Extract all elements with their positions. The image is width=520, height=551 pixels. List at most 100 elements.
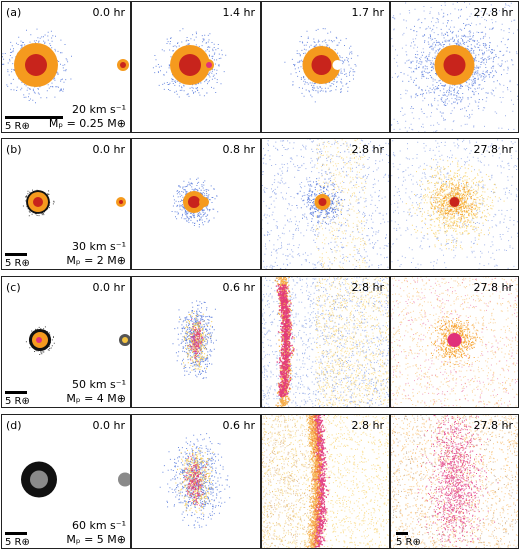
snapshot-cell: [131, 138, 261, 270]
core-disc: [311, 55, 332, 75]
time-label: 27.8 hr: [474, 143, 514, 156]
cell-frame: [390, 414, 519, 549]
snapshot-cell: [131, 414, 261, 549]
snapshot-cell: [261, 276, 390, 408]
time-label: 27.8 hr: [474, 419, 514, 432]
panel-label: (d): [6, 419, 22, 432]
core-disc: [33, 197, 43, 207]
annotation-layer: 0.0 hr 1.4 hr 1.7 hr 27.8 hr(a)20 km s⁻¹Mₚ …: [5, 6, 513, 548]
impactor-mass: Mₚ = 4 M⊕: [66, 392, 126, 405]
cell-frame: [261, 276, 390, 408]
core-disc: [120, 62, 126, 68]
particle-cloud: [188, 318, 204, 363]
time-label: 27.8 hr: [474, 281, 514, 294]
time-label: 1.7 hr: [352, 6, 385, 19]
debris-sheet: [275, 284, 295, 398]
time-label: 2.8 hr: [352, 143, 385, 156]
cell-frame: [390, 1, 519, 133]
particle-cloud: [397, 8, 514, 121]
scale-bar-label: 5 R⊕: [5, 396, 30, 407]
scale-bar-label: 5 R⊕: [396, 537, 421, 548]
debris-sheet: [305, 414, 324, 549]
scale-bar: [5, 391, 27, 394]
cell-frame: [261, 414, 390, 549]
particle-field: [390, 414, 519, 549]
time-label: 27.8 hr: [474, 6, 514, 19]
cell-frame: [390, 276, 519, 408]
particle-field: [315, 276, 390, 408]
impact-speed: 20 km s⁻¹: [72, 103, 126, 116]
time-label: 0.8 hr: [223, 143, 256, 156]
panel-label: (a): [6, 6, 21, 19]
snapshot-cell: [390, 276, 519, 408]
impactor: [118, 472, 131, 487]
time-label: 0.0 hr: [93, 6, 126, 19]
impactor: [199, 197, 209, 207]
impactor-core: [122, 337, 128, 343]
core-disc: [119, 200, 123, 204]
time-label: 0.0 hr: [93, 419, 126, 432]
snapshot-cell: [390, 414, 519, 549]
cell-frame: [261, 1, 390, 133]
time-label: 0.6 hr: [223, 281, 256, 294]
scale-bar: [5, 532, 27, 535]
cell-frame: [131, 414, 261, 549]
time-label: 2.8 hr: [352, 419, 385, 432]
cell-frame: [131, 138, 261, 270]
particle-cloud: [159, 433, 231, 529]
particle-cloud: [184, 454, 208, 506]
core-disc: [443, 54, 466, 76]
core-disc: [449, 197, 460, 207]
snapshot-cell: [390, 138, 519, 270]
scale-bar: [5, 253, 27, 256]
cell-frame: [1, 414, 131, 549]
impactor-core: [206, 62, 212, 68]
scale-bar-label: 5 R⊕: [5, 258, 30, 269]
cell-frame: [1, 1, 131, 133]
snapshot-cell: [1, 414, 131, 549]
snapshot-cell: [1, 138, 131, 270]
cell-frame: [1, 138, 131, 270]
snapshot-cell: [1, 1, 131, 133]
snapshot-cell: [131, 276, 261, 408]
time-label: 0.6 hr: [223, 419, 256, 432]
impact-crater: [332, 60, 343, 70]
panel-label: (c): [6, 281, 21, 294]
core-disc: [318, 198, 327, 206]
impact-speed: 30 km s⁻¹: [72, 240, 126, 253]
impact-speed: 60 km s⁻¹: [72, 519, 126, 532]
time-label: 2.8 hr: [352, 281, 385, 294]
impactor-mass: Mₚ = 5 M⊕: [66, 533, 126, 546]
scale-bar-label: 5 R⊕: [5, 121, 30, 132]
scale-bar: [396, 532, 408, 535]
particle-field: [390, 414, 519, 549]
impactor-mass: Mₚ = 0.25 M⊕: [49, 117, 126, 130]
core-disc: [36, 337, 42, 343]
snapshot-cell: [261, 414, 390, 549]
particle-field: [261, 276, 390, 408]
particle-cloud: [405, 157, 505, 251]
cell-frame: [390, 138, 519, 270]
core-disc: [188, 196, 200, 208]
particle-field: [261, 414, 320, 549]
particle-field: [261, 138, 390, 270]
scale-bar: [5, 116, 63, 119]
particle-field: [315, 138, 367, 270]
snapshot-cell: [390, 1, 519, 133]
time-label: 1.4 hr: [223, 6, 256, 19]
impact-speed: 50 km s⁻¹: [72, 378, 126, 391]
snapshot-cell: [131, 1, 261, 133]
impactor-mass: Mₚ = 2 M⊕: [66, 254, 126, 267]
scale-bar-label: 5 R⊕: [5, 537, 30, 548]
particle-cloud: [296, 178, 346, 225]
cell-frame: [1, 276, 131, 408]
panel-label: (b): [6, 143, 22, 156]
core-disc: [447, 333, 462, 347]
core-disc: [179, 54, 201, 76]
cell-frame: [261, 138, 390, 270]
core-disc: [25, 54, 47, 76]
cell-frame: [131, 1, 261, 133]
particle-field: [390, 277, 519, 408]
